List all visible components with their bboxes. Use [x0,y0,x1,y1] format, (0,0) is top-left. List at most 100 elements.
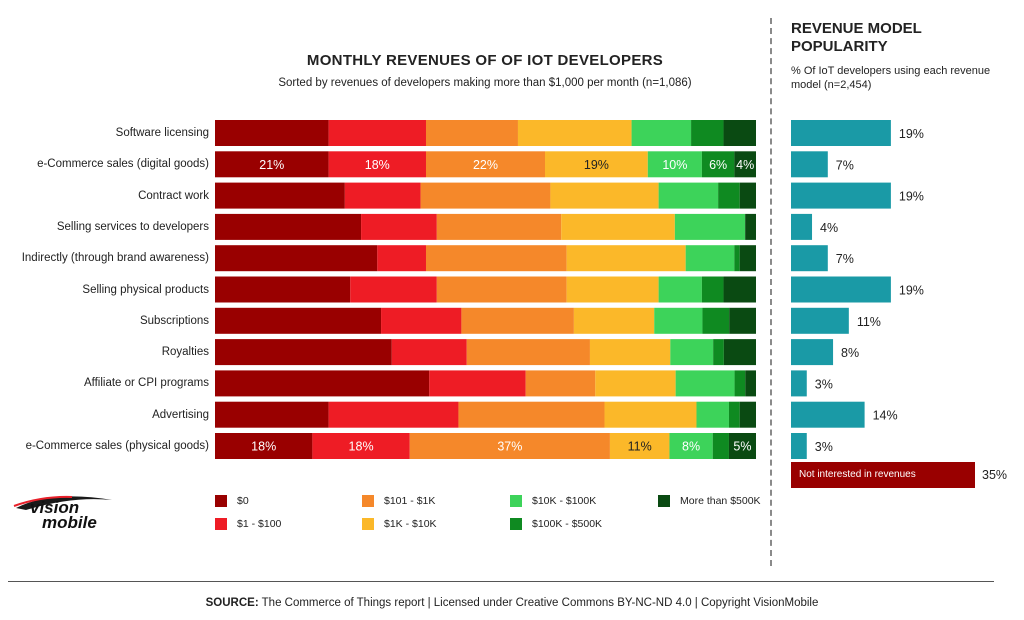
bar-segment [702,307,730,334]
bar-segment [328,401,459,428]
bar-segment [215,307,382,334]
popularity-title-line2: POPULARITY [791,38,888,55]
bar-segment [669,433,713,459]
data-label: 18% [349,440,374,454]
bar-segment [517,120,632,146]
legend-label: $1 - $100 [237,518,282,530]
bar-segment [604,401,697,428]
not-interested-label: Not interested in revenues [799,469,916,480]
bar-segment [215,370,430,397]
bar-segment [734,370,746,397]
bar-segment [215,433,313,459]
popularity-value-label: 19% [899,284,924,298]
bar-segment [391,339,467,366]
legend-swatch [362,518,374,530]
popularity-value-label: 14% [873,409,898,423]
section-divider [770,18,772,566]
category-label: Affiliate or CPI programs [83,377,209,390]
popularity-bar [791,307,849,334]
popularity-bar [791,276,891,303]
bar-segment [573,307,655,334]
bar-segment [215,151,329,178]
legend-label: More than $500K [680,495,761,507]
legend-label: $100K - $500K [532,518,603,530]
category-label: Selling services to developers [56,220,209,233]
bar-segment [545,151,648,178]
popularity-bar [791,370,807,397]
bar-segment [701,276,724,303]
popularity-bar [791,213,813,240]
legend-label: $0 [237,495,249,507]
chart-subtitle: Sorted by revenues of developers making … [278,77,692,89]
category-label: e-Commerce sales (physical goods) [25,440,209,452]
bar-segment [595,370,676,397]
bar-segment [425,151,546,178]
legend-swatch [215,495,227,507]
bar-segment [685,245,735,272]
bar-segment [739,182,756,209]
bar-segment [425,245,567,272]
logo-swoosh-icon [13,495,112,510]
popularity-subtitle-line2: model (n=2,454) [791,79,872,91]
bar-segment [631,120,692,146]
not-interested-value: 35% [982,468,1008,482]
footer: SOURCE: The Commerce of Things report | … [0,597,1024,609]
bar-segment [609,433,670,459]
legend-label: $10K - $100K [532,495,597,507]
bar-segment [675,370,735,397]
data-label: 10% [662,158,687,172]
bar-segment [466,339,590,366]
bar-segment [745,370,756,397]
bar-segment [312,433,410,459]
popularity-subtitle-line1: % Of IoT developers using each revenue [791,65,991,77]
popularity-bar [791,339,834,366]
category-label: Royalties [161,346,209,359]
legend-label: $101 - $1K [384,495,436,507]
bar-segment [215,245,378,272]
category-label: Software licensing [115,127,209,139]
popularity-subtitle: % Of IoT developers using each revenue m… [791,64,1011,92]
bar-segment [696,401,729,428]
legend-swatch [510,495,522,507]
bar-segment [409,433,610,459]
bar-segment [745,213,756,240]
bar-segment [674,213,746,240]
bar-segment [328,151,426,178]
bar-segment [525,370,596,397]
popularity-title: REVENUE MODEL POPULARITY [791,20,1011,56]
bar-segment [215,339,392,366]
popularity-value-label: 19% [899,127,924,141]
bar-segment [658,182,719,209]
bar-segment [654,307,703,334]
bar-segment [215,213,362,240]
not-interested-bar: Not interested in revenues [791,462,975,488]
footer-rule [8,581,994,582]
chart-title: MONTHLY REVENUES OF OF IOT DEVELOPERS [306,52,664,69]
popularity-value-label: 3% [815,440,833,454]
legend-swatch [362,495,374,507]
bar-segment [436,213,562,240]
logo-text-line1: vision [30,498,80,517]
data-label: 5% [733,440,751,454]
bar-segment [361,213,437,240]
bar-segment [734,245,740,272]
legend-swatch [215,518,227,530]
popularity-bar [791,245,828,272]
category-label: Indirectly (through brand awareness) [21,252,209,265]
legend-label: $1K - $10K [384,518,437,530]
legend-swatch [658,495,670,507]
bar-segment [429,370,526,397]
popularity-value-label: 4% [820,221,838,235]
bar-segment [713,339,724,366]
popularity-bar [791,151,828,178]
data-label: 11% [628,440,652,454]
data-label: 21% [259,158,284,172]
bar-segment [729,307,756,334]
bar-segment [691,120,724,146]
bar-segment [215,182,345,209]
bar-segment [215,401,329,428]
bar-segment [436,276,567,303]
bar-segment [215,120,329,146]
bar-segment [728,433,756,459]
